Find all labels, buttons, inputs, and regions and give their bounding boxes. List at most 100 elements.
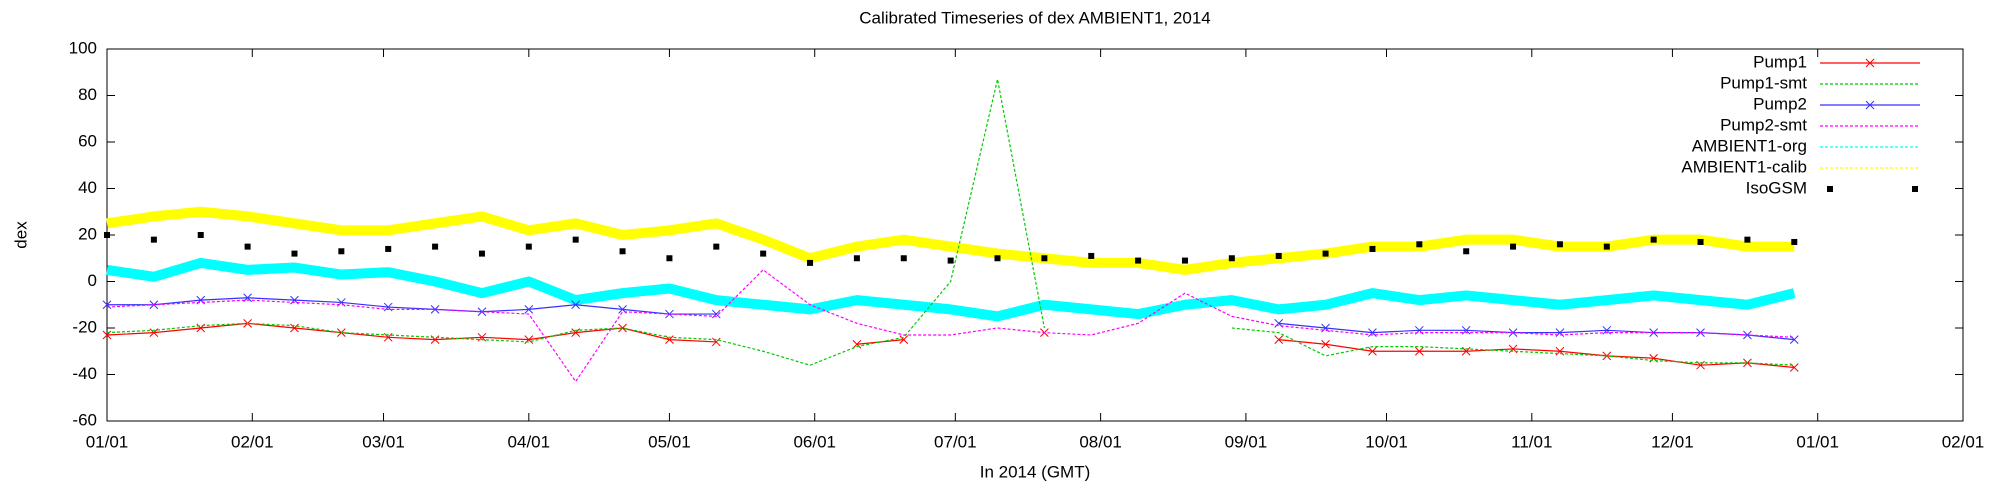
series-line — [107, 297, 1795, 341]
point — [478, 250, 485, 257]
point — [291, 250, 298, 257]
point — [243, 293, 252, 303]
point — [853, 255, 860, 262]
y-tick-label: -60 — [72, 410, 97, 429]
x-tick-label: 09/01 — [1225, 432, 1268, 451]
series — [104, 232, 1798, 266]
series-line — [106, 78, 1795, 366]
point — [1321, 339, 1330, 349]
point — [1416, 241, 1423, 248]
legend-label: Pump2 — [1753, 94, 1807, 113]
point — [1696, 360, 1705, 370]
legend-label: Pump1-smt — [1720, 73, 1807, 92]
y-axis-label: dex — [11, 221, 30, 249]
point — [852, 339, 862, 349]
x-tick-label: 08/01 — [1079, 432, 1122, 451]
legend-label: Pump1 — [1753, 52, 1807, 71]
point — [760, 250, 767, 257]
y-tick-label: 60 — [78, 131, 97, 150]
point — [1461, 325, 1471, 335]
point — [525, 243, 532, 250]
legend-label: Pump2-smt — [1720, 115, 1807, 134]
point — [1510, 243, 1517, 250]
point — [1461, 346, 1471, 356]
series — [102, 318, 1799, 372]
point — [385, 245, 392, 252]
point — [571, 328, 581, 338]
point — [665, 335, 674, 344]
point — [1368, 346, 1377, 356]
point — [1368, 328, 1377, 338]
point — [477, 332, 487, 342]
point — [571, 300, 581, 310]
point — [524, 305, 534, 314]
point — [1602, 325, 1612, 335]
legend-label: IsoGSM — [1746, 178, 1807, 197]
legend-label: AMBIENT1-calib — [1681, 157, 1807, 176]
point — [1369, 245, 1376, 252]
point — [432, 243, 439, 250]
x-axis-label: In 2014 (GMT) — [980, 462, 1091, 481]
point — [1088, 252, 1095, 259]
point — [1744, 236, 1751, 243]
legend-swatch — [1865, 58, 1875, 68]
x-tick-label: 11/01 — [1511, 432, 1552, 451]
x-tick-label: 02/01 — [1942, 432, 1985, 451]
y-tick-label: 0 — [88, 271, 97, 290]
point — [807, 259, 814, 266]
point — [618, 323, 627, 333]
series-line — [106, 322, 1795, 369]
point — [1697, 238, 1704, 245]
point — [1228, 255, 1235, 262]
point — [338, 248, 345, 255]
point — [150, 236, 157, 243]
point — [1556, 241, 1563, 248]
point — [1414, 346, 1424, 356]
point — [104, 232, 110, 238]
series — [106, 269, 1795, 383]
x-tick-label: 10/01 — [1365, 432, 1408, 451]
point — [1275, 252, 1282, 259]
legend-swatch — [1865, 100, 1875, 110]
y-tick-label: 20 — [78, 224, 97, 243]
point — [572, 236, 579, 243]
point — [244, 243, 251, 250]
point — [149, 328, 159, 338]
point — [1041, 255, 1048, 262]
point — [1603, 243, 1610, 250]
x-tick-label: 06/01 — [793, 432, 836, 451]
legend-swatch — [1912, 186, 1918, 192]
x-tick-label: 07/01 — [934, 432, 977, 451]
y-tick-label: -20 — [72, 317, 97, 336]
point — [1322, 250, 1329, 257]
point — [900, 255, 907, 262]
x-tick-label: 03/01 — [362, 432, 405, 451]
y-tick-label: -40 — [72, 364, 97, 383]
point — [947, 257, 954, 264]
point — [430, 305, 440, 314]
point — [713, 243, 720, 250]
point — [1650, 236, 1657, 243]
point — [1791, 238, 1798, 245]
chart-title: Calibrated Timeseries of dex AMBIENT1, 2… — [859, 8, 1211, 27]
point — [1181, 257, 1188, 264]
point — [711, 309, 721, 319]
y-tick-label: 100 — [69, 38, 97, 57]
x-tick-label: 01/01 — [86, 432, 129, 451]
legend-swatch — [1827, 186, 1833, 192]
x-tick-label: 04/01 — [508, 432, 551, 451]
point — [994, 255, 1001, 262]
x-tick-label: 12/01 — [1651, 432, 1694, 451]
point — [197, 232, 204, 238]
y-tick-label: 80 — [78, 85, 97, 104]
series-line — [106, 269, 1795, 383]
point — [899, 335, 909, 344]
point — [383, 332, 393, 342]
series-line — [106, 257, 1796, 322]
x-tick-label: 02/01 — [231, 432, 274, 451]
series — [106, 206, 1795, 275]
point — [1135, 257, 1142, 264]
series-line — [106, 206, 1795, 275]
point — [1649, 328, 1659, 338]
